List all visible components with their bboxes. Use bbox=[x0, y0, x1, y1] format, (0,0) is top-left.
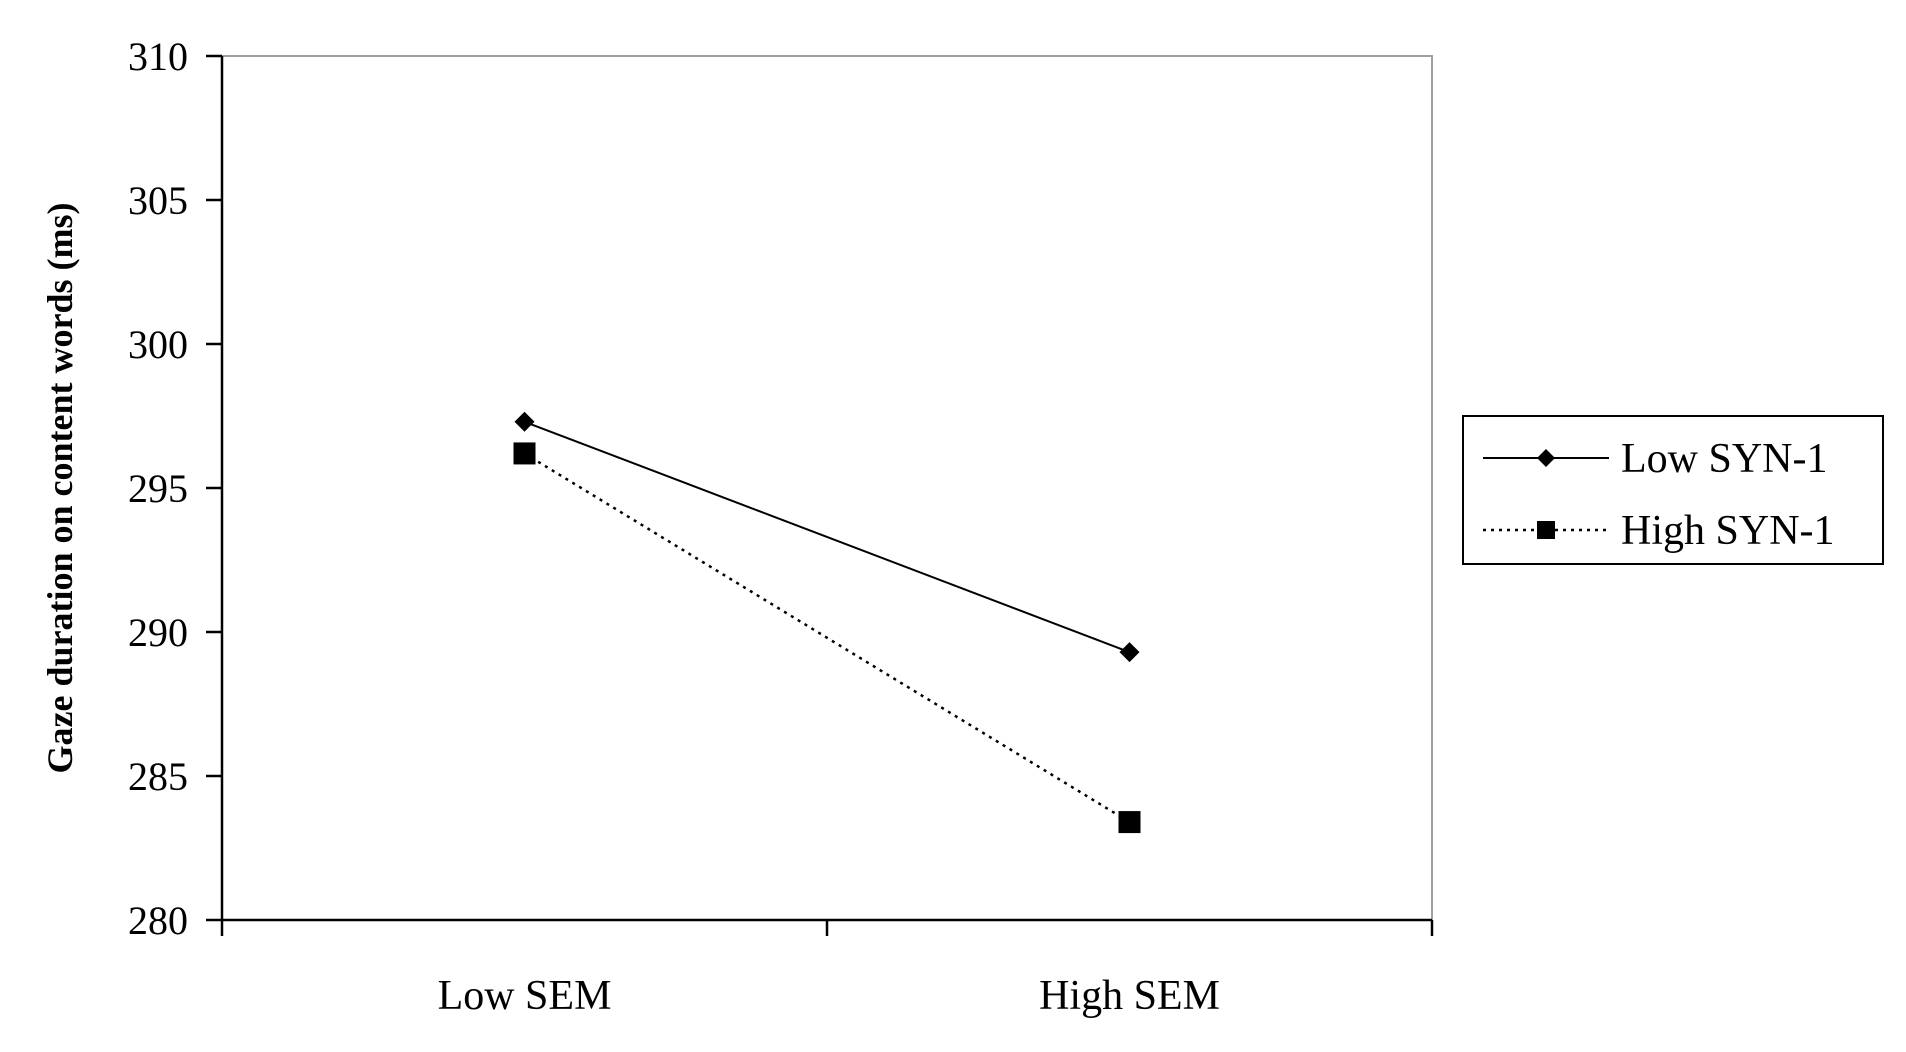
plot-area bbox=[221, 55, 1433, 921]
legend-label: High SYN-1 bbox=[1621, 508, 1835, 554]
data-point bbox=[1118, 811, 1141, 834]
x-axis: Low SEM High SEM bbox=[220, 918, 1434, 1019]
legend-item: High SYN-1 bbox=[1483, 508, 1835, 554]
y-tick-label: 295 bbox=[128, 466, 188, 511]
data-point bbox=[514, 411, 535, 432]
series-layer bbox=[513, 411, 1141, 834]
y-tick-label: 285 bbox=[128, 754, 188, 799]
plot-border bbox=[221, 55, 1433, 921]
x-category-label: Low SEM bbox=[438, 973, 612, 1019]
y-tick-label: 305 bbox=[128, 178, 188, 223]
y-tick-label: 310 bbox=[128, 34, 188, 79]
legend-box bbox=[1462, 415, 1884, 565]
y-axis: 280 285 290 295 300 305 310 bbox=[128, 34, 224, 943]
y-axis-title: Gaze duration on content words (ms) bbox=[40, 203, 80, 774]
legend-item: Low SYN-1 bbox=[1483, 436, 1828, 482]
data-point bbox=[513, 442, 536, 465]
x-category-label: High SEM bbox=[1039, 973, 1220, 1019]
y-tick-label: 290 bbox=[128, 610, 188, 655]
data-point bbox=[1119, 642, 1140, 663]
legend-label: Low SYN-1 bbox=[1621, 436, 1828, 482]
y-tick-label: 300 bbox=[128, 322, 188, 367]
series-1 bbox=[514, 411, 1140, 663]
legend-marker bbox=[1537, 521, 1555, 539]
legend: Low SYN-1 High SYN-1 bbox=[1462, 415, 1884, 565]
series-line bbox=[524, 420, 1130, 654]
series-2 bbox=[513, 442, 1141, 834]
series-line bbox=[523, 452, 1131, 824]
legend-marker bbox=[1537, 449, 1555, 467]
y-tick-label: 280 bbox=[128, 898, 188, 943]
